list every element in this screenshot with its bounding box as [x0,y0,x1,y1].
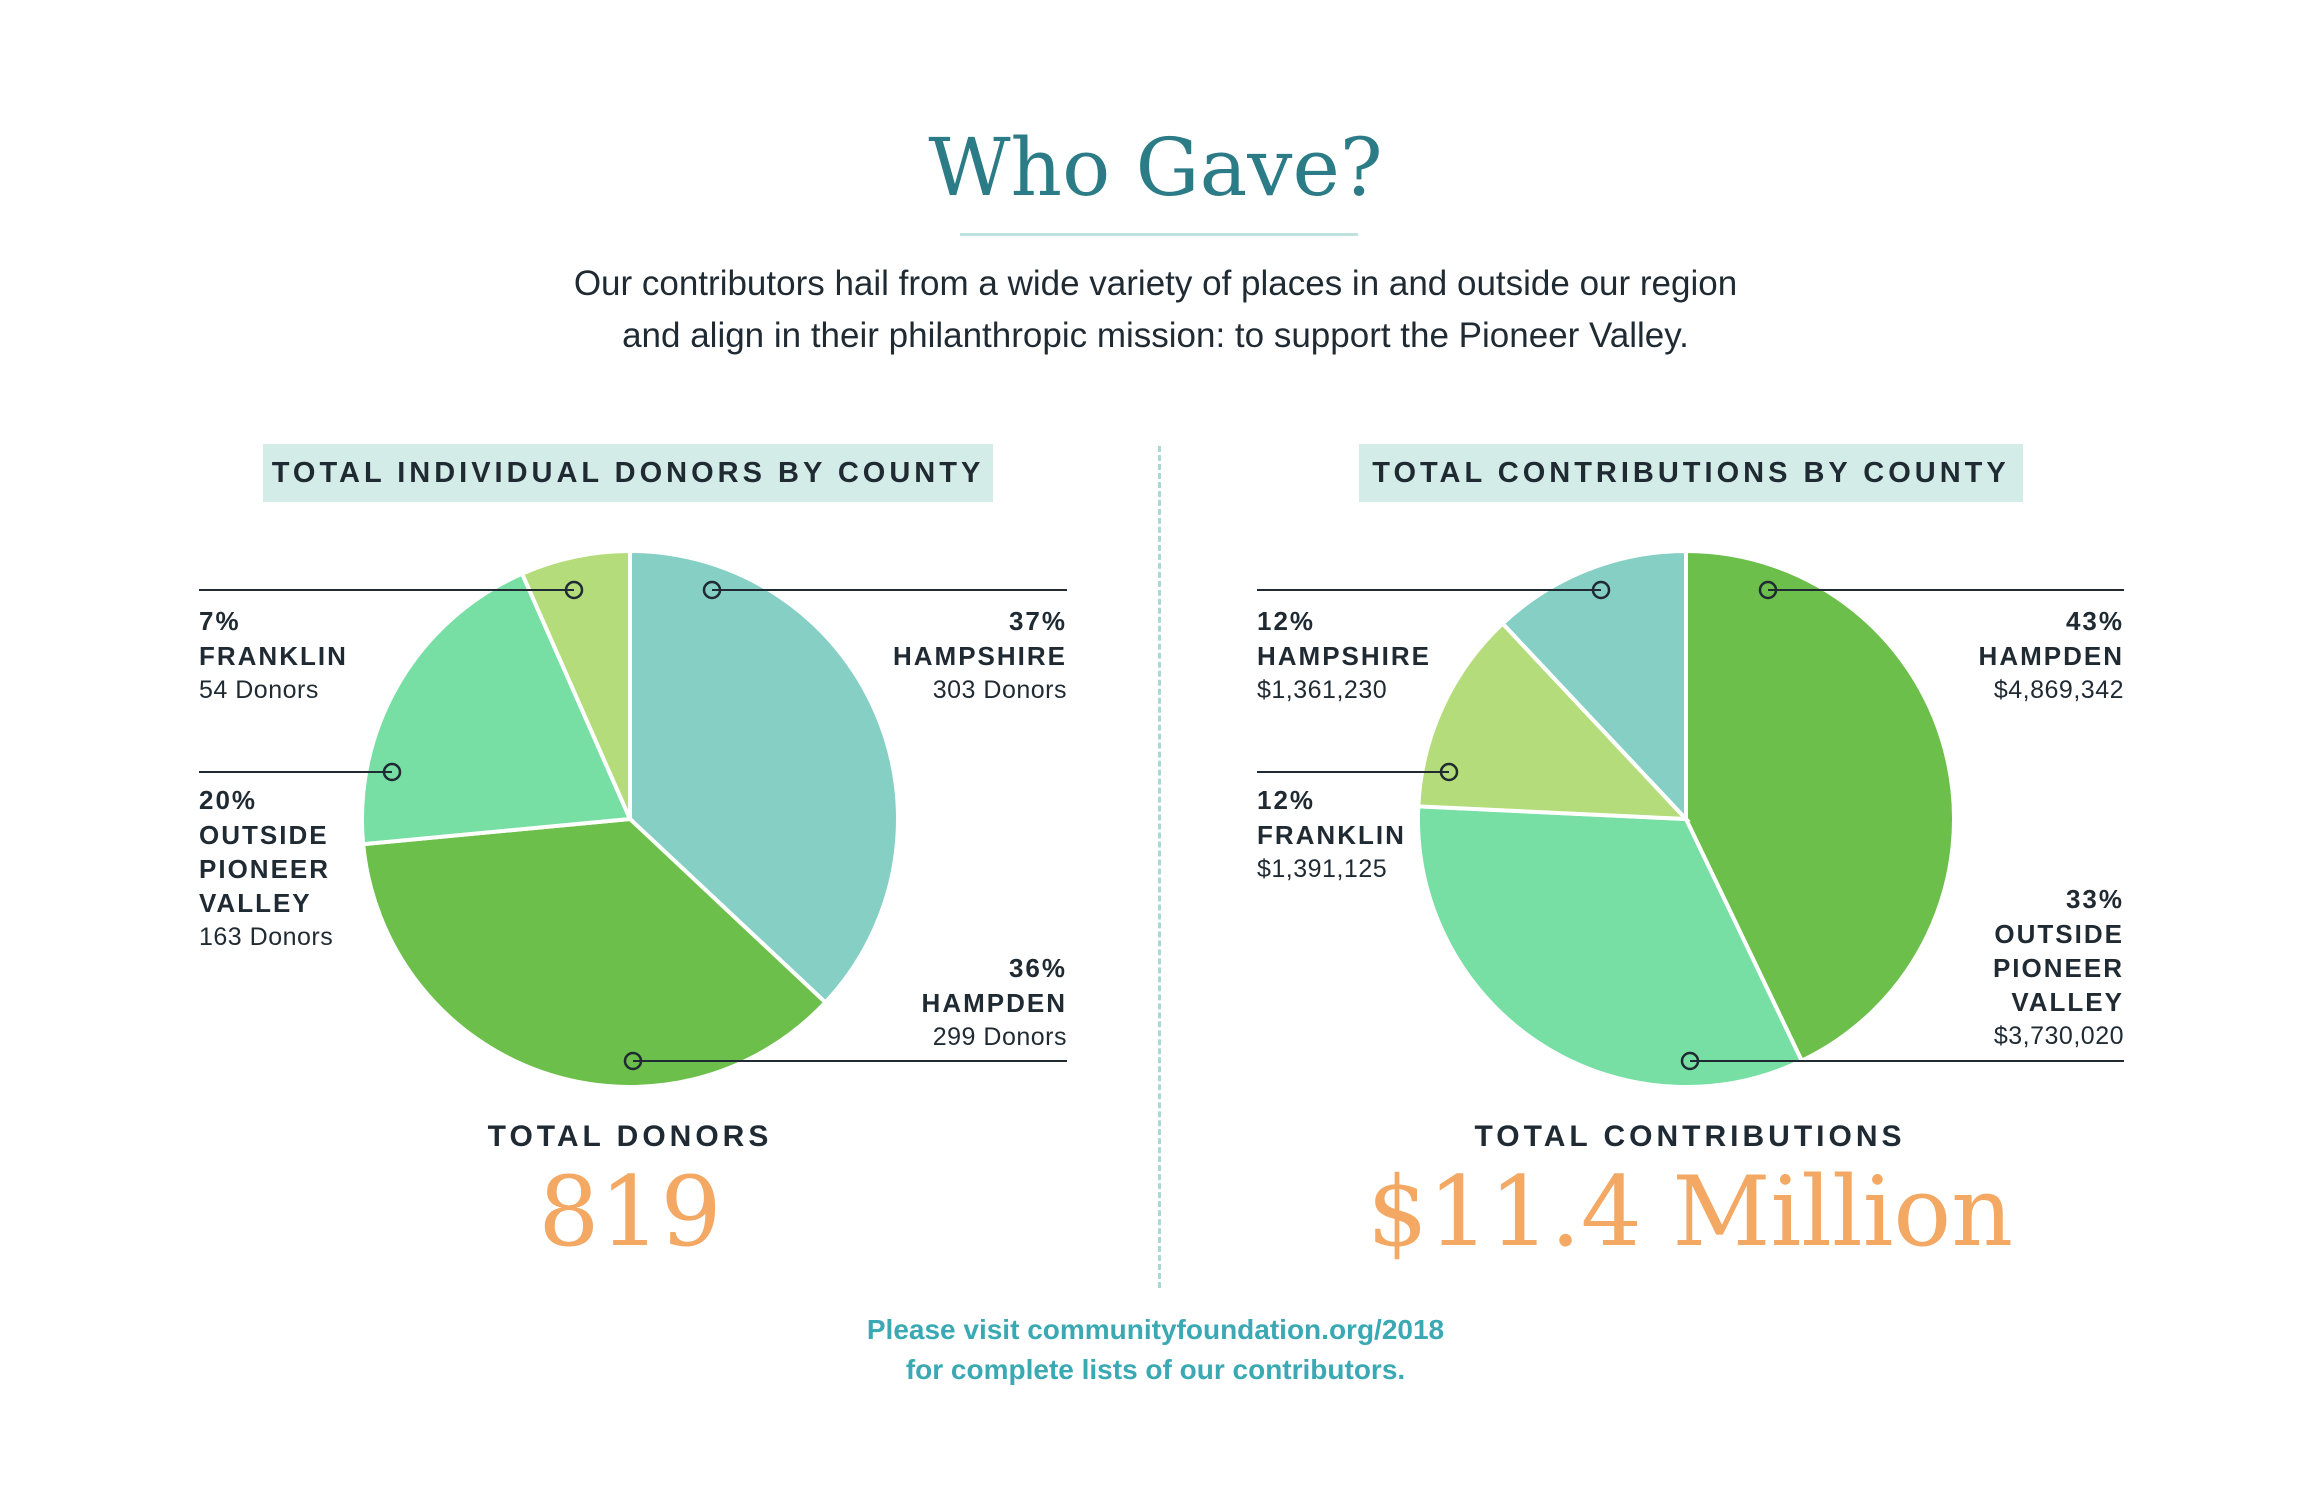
total-donors-label: TOTAL DONORS [487,1120,773,1153]
leader-outside-donors-marker [382,762,402,782]
footer-note: Please visit communityfoundation.org/201… [0,1310,2311,1390]
callout-detail: 303 Donors [932,676,1067,704]
callout-franklin-donors: 7% FRANKLIN 54 Donors [199,604,348,707]
callout-name: HAMPSHIRE [1257,641,1432,671]
callout-name-line-3: VALLEY [199,888,312,918]
callout-percent: 33% [2065,884,2124,914]
callout-outside-contributions: 33% OUTSIDE PIONEER VALLEY $3,730,020 [1900,882,2124,1053]
callout-name: HAMPDEN [921,988,1067,1018]
callout-leader-lines [199,580,2124,1071]
footer-line-2: for complete lists of our contributors. [905,1354,1406,1385]
callout-percent: 37% [1008,606,1067,636]
callout-franklin-contributions: 12% FRANKLIN $1,391,125 [1257,783,1406,886]
pie-slice-hampshire [628,548,900,1006]
pie-slice-franklin [519,548,632,820]
pie-slice-franklin [1416,620,1691,822]
pie-slice-hampden [1684,548,1956,1064]
callout-percent: 7% [199,606,241,636]
total-contributions-value: $11.4 Million [1366,1156,2014,1268]
total-donors-value: 819 [538,1156,722,1268]
callout-name-line-2: PIONEER [199,854,331,884]
callout-detail: 299 Donors [932,1023,1067,1051]
callout-detail: 54 Donors [199,676,319,704]
callout-name: HAMPSHIRE [892,641,1067,671]
callout-detail: 163 Donors [199,923,334,951]
contributions-pie-chart [1416,548,1956,1089]
callout-name-line-3: VALLEY [2011,987,2124,1017]
callout-name: HAMPDEN [1978,641,2124,671]
leader-outside-contributions-marker [1680,1051,1700,1071]
contributions-chart-heading: TOTAL CONTRIBUTIONS BY COUNTY [1359,444,2023,502]
callout-detail: $4,869,342 [1993,676,2124,704]
leader-hampden-contributions-marker [1758,580,1778,600]
callout-hampden-donors: 36% HAMPDEN 299 Donors [860,951,1067,1054]
callout-hampden-contributions: 43% HAMPDEN $4,869,342 [1900,604,2124,707]
pie-slice-outside-pioneer-valley [360,571,633,847]
callout-percent: 20% [199,785,258,815]
pie-slice-hampden [361,816,829,1089]
pie-slice-hampshire [1499,548,1688,825]
page-title: Who Gave? [928,121,1383,214]
title-underline [960,233,1358,236]
leader-franklin-contributions-marker [1439,762,1459,782]
page-subtitle: Our contributors hail from a wide variet… [0,258,2311,362]
callout-hampshire-donors: 37% HAMPSHIRE 303 Donors [860,604,1067,707]
footer-line-1: Please visit communityfoundation.org/201… [866,1314,1445,1345]
callout-name-line-1: OUTSIDE [1994,919,2124,949]
leader-hampden-donors-marker [623,1051,643,1071]
callout-percent: 43% [2065,606,2124,636]
callout-detail: $1,391,125 [1257,855,1388,883]
callout-name-line-2: PIONEER [1992,953,2124,983]
callout-percent: 12% [1257,785,1316,815]
panel-divider [1158,446,1161,1288]
callout-detail: $3,730,020 [1993,1022,2124,1050]
callout-name: FRANKLIN [1257,820,1406,850]
leader-hampshire-contributions-marker [1591,580,1611,600]
leader-franklin-donors-marker [564,580,584,600]
pie-slice-outside-pioneer-valley [1416,804,1805,1089]
callout-detail: $1,361,230 [1257,676,1388,704]
leader-hampshire-donors-marker [702,580,722,600]
callout-name-line-1: OUTSIDE [199,820,329,850]
subtitle-line-2: and align in their philanthropic mission… [622,316,1689,355]
donors-chart-heading: TOTAL INDIVIDUAL DONORS BY COUNTY [263,444,993,502]
total-contributions-label: TOTAL CONTRIBUTIONS [1474,1120,1906,1153]
callout-percent: 12% [1257,606,1316,636]
callout-name: FRANKLIN [199,641,348,671]
callout-hampshire-contributions: 12% HAMPSHIRE $1,361,230 [1257,604,1431,707]
donors-pie-chart [360,548,900,1089]
subtitle-line-1: Our contributors hail from a wide variet… [573,264,1738,303]
callout-outside-donors: 20% OUTSIDE PIONEER VALLEY 163 Donors [199,783,333,954]
callout-percent: 36% [1008,953,1067,983]
